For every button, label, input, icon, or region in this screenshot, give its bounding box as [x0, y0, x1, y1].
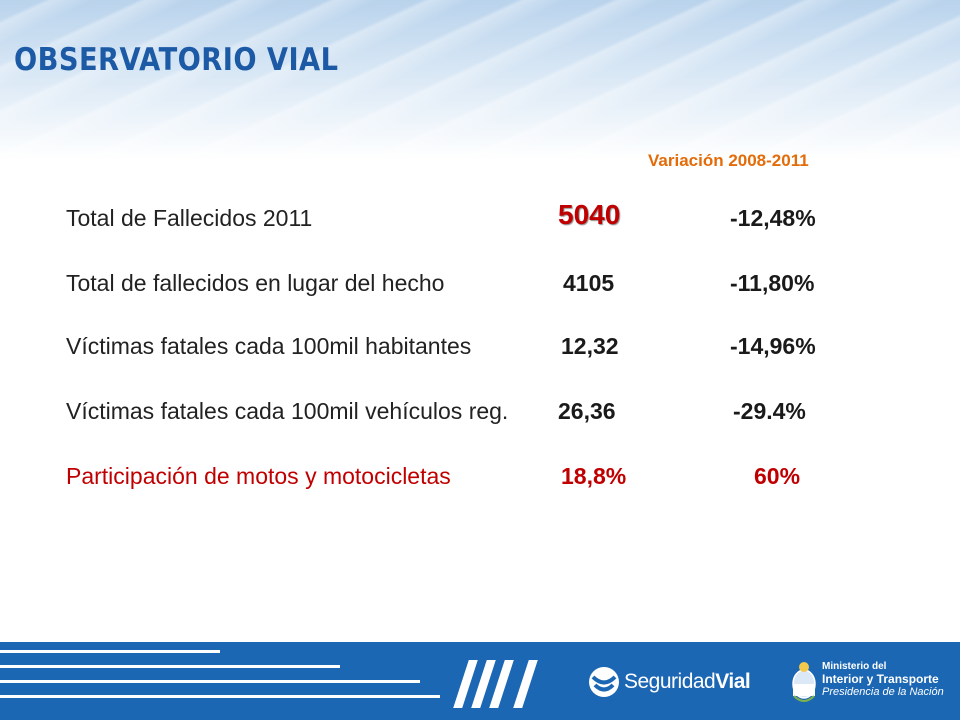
variation-column-header: Variación 2008-2011	[648, 151, 809, 170]
row-label: Víctimas fatales cada 100mil habitantes	[66, 333, 472, 359]
page-title: OBSERVATORIO VIAL	[14, 42, 339, 78]
ministry-line1: Ministerio del	[822, 661, 887, 672]
slash-mark	[513, 660, 538, 708]
row-value: 26,36	[558, 398, 616, 424]
seguridad-vial-emblem-icon	[589, 667, 619, 697]
seguridad-vial-logo: SeguridadVial	[588, 660, 751, 704]
ministry-text: Ministerio del Interior y Transporte Pre…	[822, 660, 944, 699]
header-background	[0, 0, 960, 160]
footer-stripe	[0, 665, 340, 668]
ministry-logo: Ministerio del Interior y Transporte Pre…	[790, 656, 960, 712]
row-variation: -12,48%	[730, 205, 816, 231]
row-value: 5040	[558, 199, 621, 230]
stats-row: Víctimas fatales cada 100mil habitantes …	[0, 333, 960, 363]
footer-stripe	[0, 680, 420, 683]
row-label: Total de Fallecidos 2011	[66, 205, 313, 231]
row-value: 4105	[563, 270, 615, 296]
national-coat-of-arms-icon	[792, 662, 816, 702]
footer-stripe	[0, 650, 220, 653]
row-label: Total de fallecidos en lugar del hecho	[66, 270, 445, 296]
row-value: 12,32	[561, 333, 619, 359]
row-variation: -29.4%	[733, 398, 806, 424]
row-variation: -14,96%	[730, 333, 816, 359]
row-variation: -11,80%	[730, 270, 815, 296]
footer-stripe	[0, 695, 440, 698]
row-label: Víctimas fatales cada 100mil vehículos r…	[66, 398, 509, 424]
ministry-line3: Presidencia de la Nación	[822, 686, 944, 698]
row-variation: 60%	[754, 463, 801, 489]
ministry-line2: Interior y Transporte	[822, 672, 939, 686]
seguridad-vial-wordmark: SeguridadVial	[624, 670, 751, 693]
header-stripes	[0, 0, 960, 160]
row-label: Participación de motos y motocicletas	[66, 463, 451, 489]
stats-row: Total de fallecidos en lugar del hecho 4…	[0, 270, 960, 300]
stats-row: Total de Fallecidos 2011 5040 -12,48%	[0, 199, 960, 235]
stats-row: Víctimas fatales cada 100mil vehículos r…	[0, 398, 960, 428]
row-value: 18,8%	[561, 463, 627, 489]
stats-row-highlight: Participación de motos y motocicletas 18…	[0, 463, 960, 493]
slash-marks	[453, 660, 543, 708]
